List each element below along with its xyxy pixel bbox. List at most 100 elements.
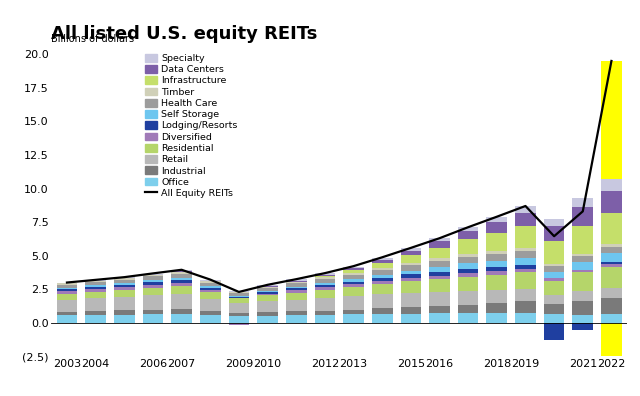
- Bar: [85, 315, 106, 323]
- Bar: [401, 251, 421, 255]
- Bar: [172, 274, 192, 278]
- Bar: [143, 295, 163, 310]
- Bar: [601, 267, 621, 288]
- Bar: [544, 304, 564, 314]
- Bar: [601, 179, 621, 191]
- Bar: [544, 272, 564, 278]
- Bar: [601, 213, 621, 244]
- Legend: Specialty, Data Centers, Infrastructure, Timber, Health Care, Self Storage, Lodg: Specialty, Data Centers, Infrastructure,…: [145, 54, 237, 198]
- Bar: [200, 283, 221, 286]
- Bar: [257, 292, 278, 294]
- Bar: [429, 241, 450, 248]
- Bar: [172, 278, 192, 280]
- Bar: [486, 233, 507, 251]
- Bar: [601, 288, 621, 298]
- Bar: [601, 314, 621, 323]
- Bar: [458, 263, 479, 269]
- Bar: [143, 276, 163, 280]
- Bar: [143, 310, 163, 314]
- Bar: [572, 270, 593, 272]
- Bar: [314, 276, 335, 277]
- Bar: [343, 267, 364, 268]
- Bar: [200, 299, 221, 311]
- Bar: [486, 271, 507, 275]
- Bar: [458, 227, 479, 231]
- Bar: [343, 282, 364, 284]
- Bar: [343, 296, 364, 310]
- Bar: [458, 277, 479, 291]
- Bar: [228, 297, 249, 298]
- Bar: [314, 315, 335, 323]
- Bar: [401, 248, 421, 251]
- Bar: [343, 284, 364, 287]
- Bar: [372, 268, 392, 270]
- Bar: [544, 240, 564, 264]
- Bar: [314, 274, 335, 276]
- Bar: [57, 293, 77, 300]
- Bar: [486, 267, 507, 271]
- Bar: [429, 258, 450, 261]
- Bar: [172, 280, 192, 283]
- Bar: [486, 222, 507, 233]
- Bar: [486, 254, 507, 261]
- Bar: [458, 305, 479, 313]
- Bar: [601, 179, 621, 191]
- Bar: [114, 287, 134, 290]
- Bar: [200, 288, 221, 290]
- Bar: [286, 293, 307, 300]
- Bar: [257, 316, 278, 323]
- Bar: [601, 314, 621, 323]
- Bar: [486, 303, 507, 313]
- Text: Billions of dollars: Billions of dollars: [51, 34, 134, 44]
- Bar: [314, 287, 335, 290]
- Bar: [601, 298, 621, 314]
- Bar: [200, 315, 221, 323]
- Bar: [515, 301, 536, 313]
- Bar: [601, 262, 621, 265]
- Bar: [515, 258, 536, 265]
- Bar: [143, 282, 163, 285]
- Bar: [114, 310, 134, 315]
- Bar: [286, 316, 307, 323]
- Bar: [114, 283, 134, 285]
- Bar: [114, 277, 134, 278]
- Bar: [572, 256, 593, 262]
- Bar: [143, 314, 163, 323]
- Bar: [458, 254, 479, 257]
- Bar: [314, 310, 335, 315]
- Bar: [601, 61, 621, 356]
- Bar: [143, 280, 163, 282]
- Bar: [85, 282, 106, 286]
- Bar: [200, 281, 221, 283]
- Bar: [601, 253, 621, 262]
- Bar: [200, 292, 221, 299]
- Bar: [515, 213, 536, 226]
- Bar: [372, 270, 392, 275]
- Bar: [286, 290, 307, 293]
- Bar: [200, 286, 221, 288]
- Bar: [257, 295, 278, 301]
- Bar: [372, 258, 392, 260]
- Bar: [372, 275, 392, 278]
- Bar: [114, 315, 134, 323]
- Bar: [572, 262, 593, 270]
- Bar: [601, 262, 621, 265]
- Bar: [544, 264, 564, 267]
- Bar: [601, 213, 621, 244]
- Bar: [601, 298, 621, 314]
- Bar: [486, 251, 507, 254]
- Text: All listed U.S. equity REITs: All listed U.S. equity REITs: [51, 25, 317, 43]
- Bar: [85, 311, 106, 315]
- Bar: [401, 270, 421, 274]
- Bar: [257, 286, 278, 287]
- Bar: [85, 281, 106, 282]
- Bar: [114, 278, 134, 280]
- Bar: [429, 313, 450, 323]
- Bar: [114, 280, 134, 283]
- Bar: [200, 311, 221, 315]
- Bar: [314, 283, 335, 285]
- Bar: [486, 313, 507, 323]
- Bar: [85, 286, 106, 287]
- Bar: [228, 298, 249, 303]
- Bar: [143, 285, 163, 288]
